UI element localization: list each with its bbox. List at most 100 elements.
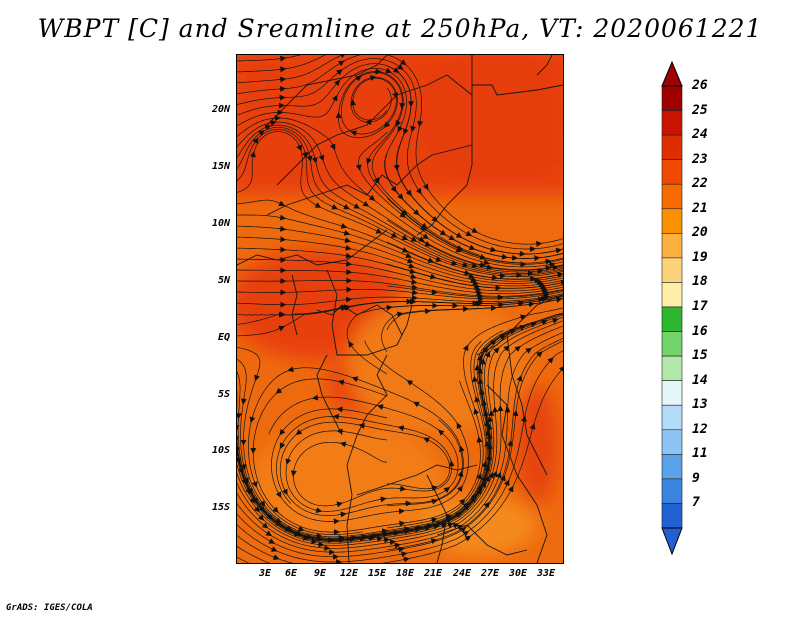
streamline-arrow (355, 75, 362, 82)
streamline-arrow (470, 496, 477, 503)
streamline-arrow (402, 556, 410, 563)
streamline-arrow (561, 287, 563, 294)
streamline-arrow (265, 530, 273, 537)
streamline-arrow (484, 350, 491, 359)
streamline-arrow (438, 429, 445, 436)
streamline (237, 330, 504, 539)
streamline-arrow (430, 517, 438, 524)
streamline-arrow (483, 501, 490, 509)
streamline-arrow (406, 380, 414, 386)
streamline-arrow (344, 260, 353, 267)
streamline-arrow (456, 485, 463, 492)
lon-label-21e: 21E (423, 568, 443, 579)
streamline-arrow (295, 428, 303, 435)
streamline-arrow (358, 535, 366, 542)
streamline-arrow (490, 274, 499, 281)
streamline-arrow (395, 311, 404, 318)
streamline-map[interactable] (236, 54, 564, 564)
streamline-arrow (399, 211, 406, 218)
streamline-arrow (458, 498, 466, 506)
streamline (237, 545, 270, 563)
streamline-arrow (462, 530, 470, 537)
streamline-arrow (413, 401, 420, 408)
streamline-arrow (366, 157, 372, 165)
lon-label-12e: 12E (339, 568, 359, 579)
streamline-arrow (252, 137, 259, 145)
streamline (237, 214, 563, 282)
streamline-arrow (491, 470, 498, 478)
streamline-arrow (337, 379, 346, 386)
streamline (237, 340, 487, 538)
streamline-arrow (379, 496, 387, 503)
streamline-arrow (479, 358, 486, 366)
streamline-arrow (261, 522, 269, 529)
streamline-arrow (315, 532, 323, 539)
streamline-arrow (529, 321, 537, 328)
streamline-arrow (253, 506, 260, 513)
streamline-arrow (423, 525, 431, 532)
colorbar-box (661, 257, 683, 283)
streamline (237, 269, 563, 294)
streamline (237, 128, 563, 276)
streamline-arrow (409, 273, 417, 280)
streamline-arrow (259, 500, 266, 507)
streamline-arrow (297, 525, 305, 532)
streamline-arrow (478, 261, 486, 268)
streamline-arrow (410, 278, 418, 285)
streamline-arrow (429, 273, 437, 280)
streamline-arrow (540, 319, 548, 326)
streamline-arrow (430, 498, 438, 505)
streamline-arrow (314, 507, 323, 514)
streamline-arrow (278, 214, 287, 221)
streamline-arrow (302, 151, 308, 159)
streamline-arrow (392, 91, 399, 99)
streamline-arrow (384, 67, 392, 74)
streamline (268, 396, 459, 512)
streamline (237, 312, 563, 541)
lat-label-eq: EQ (217, 332, 230, 343)
streamline-arrow (272, 506, 279, 514)
streamline-arrow (472, 375, 478, 384)
streamline-arrow (269, 119, 277, 126)
colorbar-label: 23 (692, 151, 708, 167)
streamline-arrow (536, 351, 543, 358)
streamline-arrow (258, 130, 265, 137)
streamline-arrow (240, 463, 247, 471)
streamline-arrow (495, 471, 502, 479)
streamline-arrow (418, 236, 425, 242)
streamline-arrow (335, 501, 343, 508)
streamline-arrow (285, 457, 292, 465)
streamline-arrow (476, 436, 483, 444)
streamline-arrow (245, 487, 251, 495)
streamline-arrow (380, 528, 389, 535)
streamline-arrow (430, 538, 438, 544)
streamline (237, 294, 563, 337)
colorbar-label: 19 (692, 249, 708, 265)
streamline-arrow (343, 203, 350, 210)
colorbar (661, 60, 683, 556)
colorbar-label: 17 (692, 299, 708, 314)
streamline-arrow (430, 289, 438, 295)
lat-label-10n: 10N (211, 218, 230, 229)
lon-label-18e: 18E (395, 568, 415, 579)
streamline-arrow (348, 341, 355, 348)
streamline-arrow (452, 523, 460, 529)
colorbar-label: 7 (692, 495, 700, 511)
streamline-arrow (516, 374, 523, 383)
streamline-arrow (268, 538, 276, 544)
streamline-arrow (296, 144, 302, 152)
streamline-arrow (406, 257, 414, 264)
streamline-arrow (544, 258, 552, 265)
streamline-arrow (493, 347, 500, 354)
streamline (237, 55, 563, 245)
streamline-arrow (344, 244, 352, 251)
colorbar-label: 26 (692, 78, 708, 93)
colorbar-box (661, 134, 683, 160)
streamline (247, 367, 464, 535)
streamline-arrow (465, 230, 473, 237)
streamline (386, 337, 563, 551)
streamline (276, 416, 453, 507)
streamline-arrow (339, 55, 347, 59)
streamline-arrow (536, 296, 545, 303)
streamline (237, 55, 327, 73)
